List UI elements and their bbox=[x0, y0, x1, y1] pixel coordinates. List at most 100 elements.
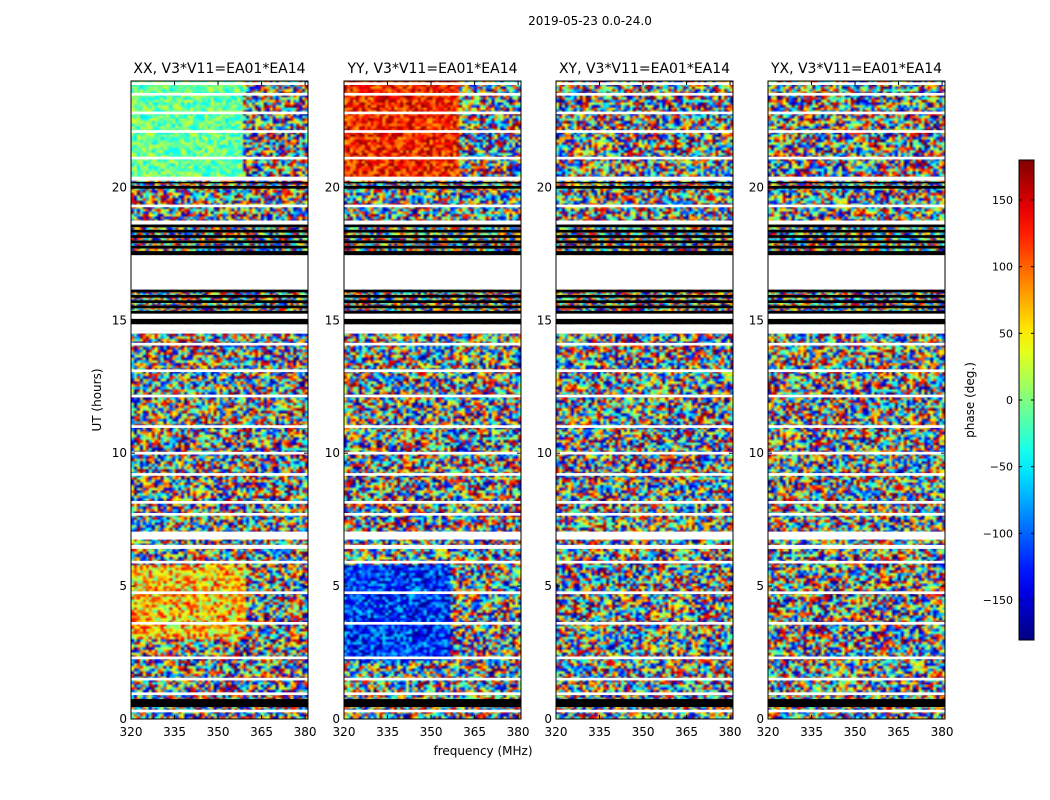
flag-white-row bbox=[556, 220, 733, 225]
flag-white-row bbox=[344, 204, 521, 208]
y-tick-label: 10 bbox=[749, 446, 764, 460]
flag-white-row bbox=[556, 621, 733, 625]
flag-white-row bbox=[344, 111, 521, 115]
colorbar-tick-label: −150 bbox=[983, 594, 1013, 607]
flag-white-row bbox=[344, 82, 521, 85]
flag-white-row bbox=[556, 709, 733, 713]
flag-white-row bbox=[131, 692, 308, 696]
flag-black-row bbox=[556, 245, 733, 249]
flag-white-row bbox=[768, 342, 945, 346]
flag-black-row bbox=[344, 240, 521, 244]
flag-white-row bbox=[556, 677, 733, 681]
plot-frame bbox=[343, 80, 522, 720]
colorbar: 150 100 50 0 −50 −100 −150 phase (deg.) bbox=[963, 159, 1035, 641]
flag-white-row bbox=[556, 82, 733, 85]
x-tick-label: 350 bbox=[844, 725, 867, 739]
colorbar-tick-label: 100 bbox=[992, 261, 1013, 274]
flag-white-row bbox=[556, 531, 733, 540]
flag-white-row bbox=[131, 82, 308, 85]
flag-black-row bbox=[768, 289, 945, 293]
y-axis-label: UT (hours) bbox=[90, 368, 104, 431]
flag-black-row bbox=[768, 251, 945, 256]
y-tick-label: 10 bbox=[112, 446, 127, 460]
flag-white-row bbox=[556, 156, 733, 160]
x-tick-label: 320 bbox=[757, 725, 780, 739]
flag-white-row bbox=[131, 621, 308, 625]
x-tick-label: 320 bbox=[333, 725, 356, 739]
flag-black-row bbox=[768, 699, 945, 708]
flag-black-row bbox=[131, 245, 308, 249]
flag-white-row bbox=[768, 255, 945, 290]
flag-white-row bbox=[768, 591, 945, 595]
x-tick-label: 350 bbox=[420, 725, 443, 739]
flag-black-row bbox=[131, 182, 308, 184]
flag-white-row bbox=[344, 709, 521, 713]
flag-black-row bbox=[131, 305, 308, 309]
flag-black-row bbox=[131, 240, 308, 244]
flag-black-row bbox=[556, 224, 733, 228]
flag-white-row bbox=[344, 473, 521, 476]
panel-parallel-1: YY, V3*V11=EA01*EA14 320 335 350 365 380 0 5 10 1… bbox=[325, 61, 530, 739]
flag-black-row bbox=[556, 186, 733, 189]
y-tick-label: 15 bbox=[112, 313, 127, 327]
flag-white-row bbox=[131, 656, 308, 660]
y-tick-label: 0 bbox=[756, 712, 764, 726]
y-tick-label: 10 bbox=[537, 446, 552, 460]
flag-black-row bbox=[768, 229, 945, 233]
flag-white-row bbox=[344, 621, 521, 625]
colorbar-label: phase (deg.) bbox=[963, 362, 977, 438]
flag-white-row bbox=[344, 156, 521, 160]
flag-white-row bbox=[344, 544, 521, 549]
flag-white-row bbox=[344, 591, 521, 595]
flag-white-row bbox=[344, 92, 521, 96]
y-tick-label: 0 bbox=[544, 712, 552, 726]
panel-title: YX, V3*V11=EA01*EA14 bbox=[770, 61, 942, 77]
x-tick-label: 365 bbox=[463, 725, 486, 739]
flag-white-row bbox=[768, 512, 945, 516]
figure-suptitle: 2019-05-23 0.0-24.0 bbox=[528, 14, 652, 28]
x-tick-label: 365 bbox=[250, 725, 273, 739]
flag-white-row bbox=[131, 156, 308, 160]
flag-white-row bbox=[556, 330, 733, 334]
flag-black-row bbox=[344, 235, 521, 238]
flag-white-row bbox=[768, 220, 945, 225]
flag-white-row bbox=[556, 501, 733, 504]
flag-black-row bbox=[131, 289, 308, 293]
flag-black-row bbox=[556, 318, 733, 325]
flag-white-row bbox=[768, 544, 945, 549]
flag-white-row bbox=[556, 656, 733, 660]
panel-title: XY, V3*V11=EA01*EA14 bbox=[559, 61, 730, 77]
flag-white-row bbox=[131, 473, 308, 476]
flag-white-row bbox=[768, 394, 945, 398]
colorbar-tick-label: −100 bbox=[983, 527, 1013, 540]
y-tick-label: 5 bbox=[119, 579, 127, 593]
plot-frame bbox=[555, 80, 734, 720]
flag-white-row bbox=[344, 501, 521, 504]
flag-black-row bbox=[131, 186, 308, 189]
flag-black-row bbox=[131, 251, 308, 256]
y-tick-label: 0 bbox=[332, 712, 340, 726]
flag-black-row bbox=[131, 300, 308, 303]
y-tick-label: 20 bbox=[537, 180, 552, 194]
flag-white-row bbox=[131, 111, 308, 115]
flag-white-row bbox=[344, 342, 521, 346]
flag-white-row bbox=[344, 531, 521, 540]
x-tick-label: 380 bbox=[931, 725, 954, 739]
panel-title: XX, V3*V11=EA01*EA14 bbox=[133, 61, 305, 77]
flag-black-row bbox=[344, 310, 521, 314]
flag-white-row bbox=[131, 560, 308, 564]
flag-white-row bbox=[131, 451, 308, 455]
flag-white-row bbox=[131, 220, 308, 225]
flag-black-row bbox=[768, 182, 945, 184]
flag-white-row bbox=[556, 425, 733, 428]
flag-white-row bbox=[556, 176, 733, 181]
flag-black-row bbox=[556, 251, 733, 256]
flag-white-row bbox=[344, 560, 521, 564]
flag-white-row bbox=[556, 544, 733, 549]
y-tick-label: 0 bbox=[119, 712, 127, 726]
flag-white-row bbox=[556, 369, 733, 373]
flag-white-row bbox=[344, 330, 521, 334]
flag-black-row bbox=[768, 224, 945, 228]
flag-black-row bbox=[344, 305, 521, 309]
flag-white-row bbox=[556, 324, 733, 331]
